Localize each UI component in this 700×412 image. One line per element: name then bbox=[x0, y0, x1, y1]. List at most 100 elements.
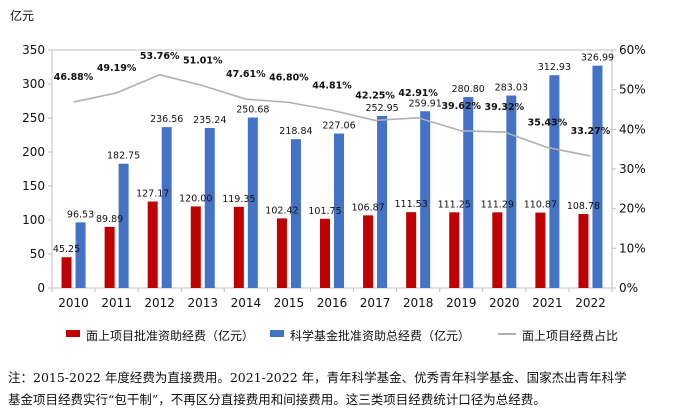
share-label: 44.81% bbox=[312, 80, 352, 91]
right-axis-ticks: 0% 10% 20% 30% 40% 50% 60% bbox=[612, 43, 646, 295]
x-tick-label: 2015 bbox=[274, 296, 305, 310]
bar-red-label: 101.75 bbox=[308, 206, 341, 217]
x-tick-label: 2017 bbox=[360, 296, 391, 310]
bar-red bbox=[449, 212, 460, 288]
y-tick-label: 100 bbox=[22, 213, 45, 227]
bar-blue bbox=[334, 133, 344, 288]
x-tick-label: 2013 bbox=[187, 296, 218, 310]
bar-blue-label: 227.06 bbox=[322, 121, 355, 132]
y-tick-label: 200 bbox=[22, 145, 45, 159]
share-label: 35.43% bbox=[528, 117, 568, 128]
y2-tick-label: 10% bbox=[619, 241, 646, 255]
footnote-line-2: 基金项目经费实行“包干制”，不再区分直接费用和间接费用。这三类项目经费统计口径为… bbox=[8, 392, 546, 407]
x-tick-label: 2021 bbox=[532, 296, 563, 310]
x-tick-label: 2012 bbox=[144, 296, 175, 310]
bar-red-label: 110.87 bbox=[524, 200, 557, 211]
funding-chart: 亿元 0 50 100 150 200 250 300 350 0% 10% 20% 30% 40% 5… bbox=[10, 8, 646, 343]
bar-blue-label: 236.56 bbox=[150, 114, 183, 125]
legend-red-label: 面上项目批准资助经费（亿元） bbox=[86, 328, 254, 343]
bar-red-label: 111.53 bbox=[395, 199, 428, 210]
x-axis-ticks: 2010 2011 2012 2013 2014 2015 2016 2017 2018 2019… bbox=[51, 288, 613, 310]
bar-blue bbox=[463, 97, 474, 288]
bar-blue-label: 250.68 bbox=[236, 105, 269, 116]
bar-red-label: 120.00 bbox=[179, 193, 212, 204]
bar-red-label: 119.35 bbox=[222, 194, 255, 205]
share-label: 46.80% bbox=[269, 72, 309, 83]
bar-blue-label: 252.95 bbox=[365, 103, 398, 114]
bar-red-label: 111.29 bbox=[481, 199, 514, 210]
legend: 面上项目批准资助经费（亿元） 科学基金批准资助总经费（亿元） 面上项目经费占比 bbox=[66, 328, 618, 343]
bar-red bbox=[320, 218, 330, 288]
bar-blue bbox=[75, 222, 86, 288]
bar-blue bbox=[118, 163, 129, 288]
bar-blue bbox=[549, 75, 560, 288]
bar-red-label: 102.42 bbox=[265, 205, 298, 216]
left-axis-ticks: 0 50 100 150 200 250 300 350 bbox=[22, 43, 52, 295]
y2-tick-label: 30% bbox=[619, 162, 646, 176]
bar-red-label: 106.87 bbox=[351, 202, 384, 213]
bar-red bbox=[104, 226, 115, 288]
share-label: 39.32% bbox=[485, 102, 525, 113]
bar-red bbox=[276, 218, 287, 288]
y2-tick-label: 0% bbox=[619, 281, 638, 295]
bar-red bbox=[147, 201, 158, 288]
x-tick-label: 2010 bbox=[58, 296, 89, 310]
bar-blue-label: 259.91 bbox=[409, 98, 442, 109]
bar-blue bbox=[247, 117, 258, 288]
bar-blue-label: 235.24 bbox=[193, 115, 226, 126]
y-tick-label: 250 bbox=[22, 111, 45, 125]
bar-blue-label: 218.84 bbox=[279, 126, 312, 137]
legend-line-label: 面上项目经费占比 bbox=[522, 328, 618, 343]
share-label: 51.01% bbox=[183, 56, 223, 67]
share-polyline bbox=[73, 73, 591, 157]
y2-tick-label: 20% bbox=[619, 202, 646, 216]
bar-blue-label: 182.75 bbox=[107, 151, 140, 162]
share-label: 47.61% bbox=[226, 69, 266, 80]
bar-red bbox=[190, 206, 201, 288]
bar-blue bbox=[506, 95, 517, 288]
y-tick-label: 350 bbox=[22, 43, 45, 57]
bar-red bbox=[578, 214, 589, 288]
bar-red bbox=[61, 257, 72, 288]
bar-blue bbox=[377, 115, 388, 288]
share-line bbox=[73, 73, 591, 157]
bar-red bbox=[492, 212, 503, 288]
bar-red bbox=[363, 215, 374, 288]
legend-red-swatch bbox=[66, 330, 80, 337]
y-tick-label: 300 bbox=[22, 77, 45, 91]
bar-red-label: 89.89 bbox=[96, 214, 123, 225]
y-tick-label: 50 bbox=[30, 247, 45, 261]
share-label: 42.25% bbox=[355, 90, 395, 101]
y-tick-label: 0 bbox=[37, 281, 45, 295]
bar-blue bbox=[204, 128, 215, 288]
share-label: 33.27% bbox=[571, 126, 611, 137]
bar-blue bbox=[161, 127, 172, 289]
x-tick-label: 2018 bbox=[403, 296, 434, 310]
bar-blue-label: 312.93 bbox=[538, 62, 571, 73]
y-tick-label: 150 bbox=[22, 179, 45, 193]
x-tick-label: 2020 bbox=[489, 296, 520, 310]
bar-red-label: 45.25 bbox=[53, 244, 80, 255]
x-tick-label: 2019 bbox=[446, 296, 477, 310]
y2-tick-label: 40% bbox=[619, 122, 646, 136]
y-axis-unit: 亿元 bbox=[10, 8, 34, 23]
x-tick-label: 2011 bbox=[101, 296, 132, 310]
bar-blue-label: 326.99 bbox=[581, 53, 614, 64]
legend-blue-swatch bbox=[270, 330, 284, 337]
bars bbox=[61, 65, 603, 289]
bar-blue-label: 280.80 bbox=[452, 84, 485, 95]
bar-red bbox=[233, 206, 244, 288]
x-tick-label: 2014 bbox=[231, 296, 262, 310]
bar-red-label: 127.17 bbox=[136, 189, 169, 200]
footnote-line-1: 注：2015-2022 年度经费为直接费用。2021-2022 年，青年科学基金… bbox=[8, 370, 627, 385]
share-label: 49.19% bbox=[97, 63, 137, 74]
legend-blue-label: 科学基金批准资助总经费（亿元） bbox=[290, 328, 470, 343]
share-label: 39.62% bbox=[441, 101, 481, 112]
y2-tick-label: 50% bbox=[619, 83, 646, 97]
bar-red-label: 111.25 bbox=[438, 199, 471, 210]
bar-blue bbox=[290, 139, 301, 288]
bar-blue bbox=[592, 65, 603, 289]
bar-blue bbox=[420, 111, 431, 288]
x-tick-label: 2016 bbox=[317, 296, 348, 310]
data-labels: 45.25 89.89 127.17 120.00 119.35 102.42 101.75… bbox=[53, 51, 614, 255]
